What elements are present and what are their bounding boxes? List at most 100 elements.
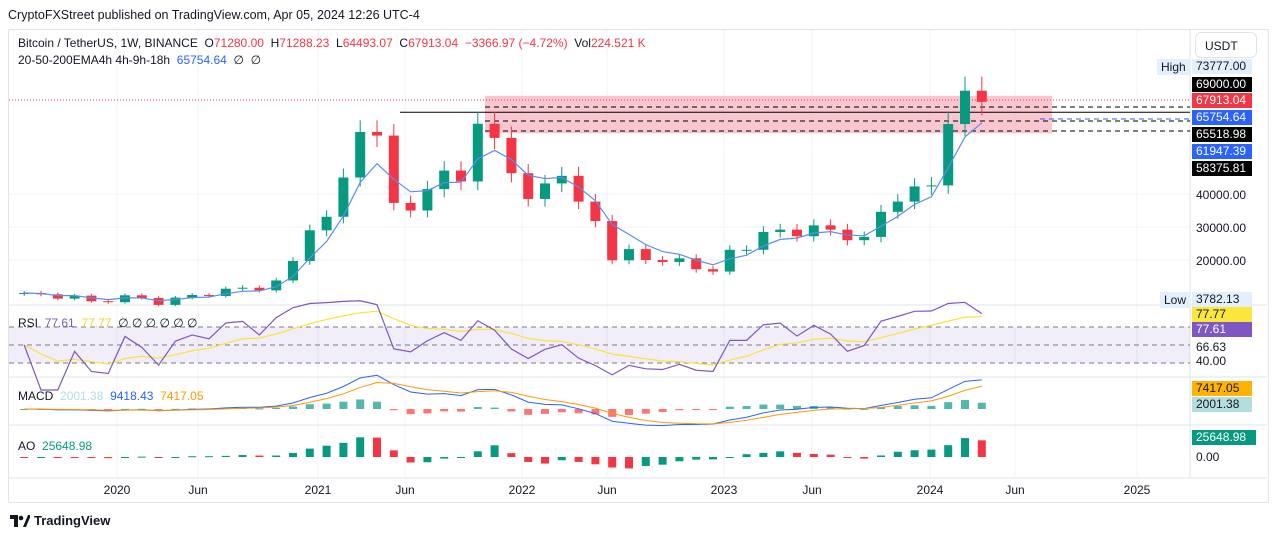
candle xyxy=(876,211,886,237)
candle xyxy=(355,131,366,178)
candle xyxy=(640,249,651,260)
macd-histogram-bar xyxy=(389,409,398,411)
ao-bar xyxy=(877,455,885,457)
ao-bar xyxy=(305,448,314,457)
candle xyxy=(321,216,332,231)
macd-histogram-bar xyxy=(574,409,583,414)
ao-zero: 0.00 xyxy=(1196,450,1220,464)
candle xyxy=(187,294,198,298)
macd-signal-line xyxy=(24,382,982,425)
ao-bar xyxy=(826,454,835,457)
ao-bar xyxy=(591,457,600,465)
low-value: 3782.13 xyxy=(1192,292,1252,307)
macd-value: 9418.43 xyxy=(110,389,154,403)
candle xyxy=(909,186,920,202)
time-tick: 2025 xyxy=(1123,483,1151,497)
ema-value: 65754.64 xyxy=(176,53,227,67)
ao-bar xyxy=(171,457,180,458)
tradingview-logo[interactable]: TradingView xyxy=(10,513,110,528)
symbol-name[interactable]: Bitcoin / TetherUS, 1W, BINANCE xyxy=(18,36,198,50)
time-tick: Jun xyxy=(1005,483,1025,497)
ao-bar xyxy=(389,450,398,457)
ao-bar xyxy=(205,456,213,458)
ao-bar xyxy=(356,437,365,457)
ao-bar xyxy=(557,457,566,461)
ao-bar xyxy=(322,445,331,457)
currency-button[interactable]: USDT xyxy=(1195,32,1257,58)
macd-label[interactable]: MACD xyxy=(18,389,54,403)
ao-bar xyxy=(625,457,633,469)
ao-bar xyxy=(574,457,583,462)
ema-extra: ∅ xyxy=(233,53,244,67)
candle xyxy=(775,229,786,232)
candle xyxy=(103,301,114,303)
time-tick: Jun xyxy=(188,483,208,497)
macd-histogram-bar xyxy=(490,407,499,409)
candle xyxy=(120,295,130,303)
ao-bar xyxy=(742,454,751,457)
candle xyxy=(573,175,584,202)
macd-histogram-bar xyxy=(457,409,465,412)
rsi-value: 77.61 xyxy=(44,316,75,330)
candle xyxy=(859,236,870,241)
supply-zone xyxy=(485,95,1052,134)
candle xyxy=(523,173,534,199)
price-tick: 20000.00 xyxy=(1196,254,1247,268)
ema-name[interactable]: 20-50-200EMA4h 4h-9h-18h xyxy=(18,53,171,67)
ao-bar xyxy=(893,451,902,457)
macd-histogram-bar xyxy=(641,409,650,414)
ao-bar xyxy=(910,450,919,457)
candle xyxy=(136,295,147,298)
candle xyxy=(288,260,298,281)
macd-histogram-bar xyxy=(776,404,785,409)
price-tick: 30000.00 xyxy=(1196,221,1247,235)
price-tag: 65754.64 xyxy=(1192,110,1252,125)
candle xyxy=(456,170,466,182)
ao-bar xyxy=(272,455,281,457)
ao-bar xyxy=(843,457,852,458)
ao-bar xyxy=(944,445,953,457)
high-label: High xyxy=(1157,59,1190,75)
candle xyxy=(741,249,752,251)
brand-name: TradingView xyxy=(34,513,111,528)
macd-histogram-bar xyxy=(961,400,969,409)
ao-bar xyxy=(793,452,801,457)
ao-bar xyxy=(87,457,96,458)
candle xyxy=(892,201,903,212)
macd-histogram-bar xyxy=(675,409,684,411)
ao-label[interactable]: AO xyxy=(18,439,36,453)
ao-bar xyxy=(692,457,701,460)
candle xyxy=(372,131,382,136)
candle xyxy=(237,287,248,289)
rsi-label[interactable]: RSI xyxy=(18,316,39,330)
candle xyxy=(674,258,685,262)
candle xyxy=(204,294,214,296)
candle xyxy=(926,185,937,187)
candle xyxy=(590,201,601,222)
rsi-axis: 66.63 xyxy=(1196,340,1227,354)
candle xyxy=(69,295,80,299)
candle xyxy=(691,258,702,270)
macd-histogram-bar xyxy=(423,409,432,414)
ao-bar xyxy=(137,456,146,458)
macd-histogram-bar xyxy=(272,407,281,409)
close-value: 67913.04 xyxy=(408,36,459,50)
macd-histogram-bar xyxy=(507,409,516,412)
macd-histogram-bar xyxy=(339,401,348,409)
macd-histogram-bar xyxy=(289,406,297,409)
ao-bar xyxy=(255,455,264,457)
ao-bar xyxy=(238,455,247,457)
ema-legend: 20-50-200EMA4h 4h-9h-18h 65754.64 ∅ ∅ xyxy=(18,53,261,67)
tradingview-logo-icon xyxy=(10,514,30,527)
price-tag: 65518.98 xyxy=(1192,127,1252,142)
macd-histogram-bar xyxy=(877,407,885,409)
ao-tag: 25648.98 xyxy=(1192,430,1256,445)
macd-histogram-bar xyxy=(473,407,482,409)
candle xyxy=(960,90,970,125)
candle xyxy=(943,124,954,186)
ao-bar xyxy=(658,457,667,465)
ao-bar xyxy=(927,449,936,457)
macd-histogram-bar xyxy=(759,404,768,409)
rsi-tag: 77.61 xyxy=(1192,322,1252,337)
